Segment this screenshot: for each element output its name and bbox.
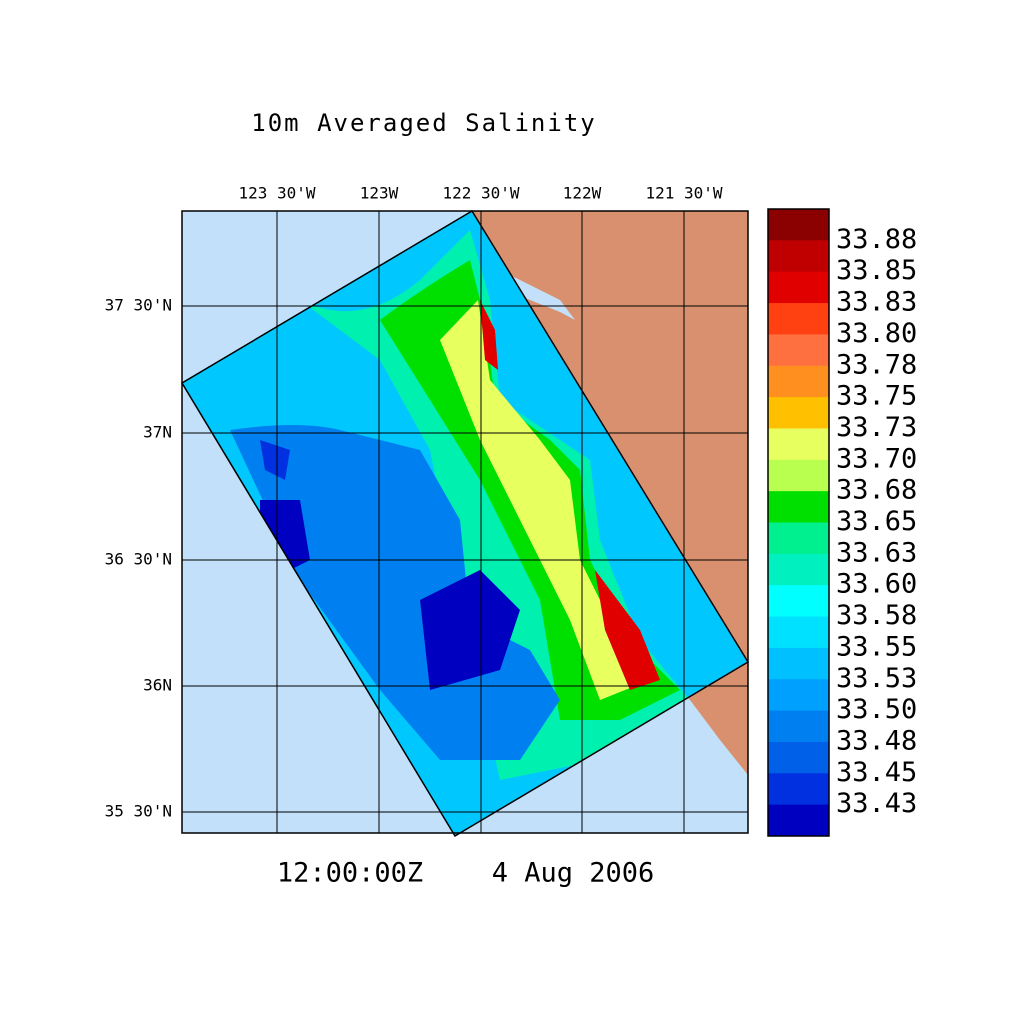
colorbar-swatch [768, 710, 829, 743]
colorbar-swatch [768, 741, 829, 774]
colorbar-swatch [768, 271, 829, 304]
colorbar-label: 33.83 [836, 287, 917, 318]
longitude-label: 122 30'W [442, 184, 519, 203]
colorbar-label: 33.63 [836, 537, 917, 568]
longitude-label: 123W [360, 184, 399, 203]
title: 10m Averaged Salinity [251, 109, 596, 137]
longitude-label: 122W [563, 184, 602, 203]
colorbar-swatch [768, 804, 829, 837]
colorbar-label: 33.80 [836, 318, 917, 349]
colorbar-label: 33.65 [836, 506, 917, 537]
latitude-label: 35 30'N [105, 802, 172, 821]
colorbar-label: 33.60 [836, 569, 917, 600]
colorbar-swatch [768, 553, 829, 586]
colorbar-swatch [768, 459, 829, 492]
colorbar-label: 33.55 [836, 631, 917, 662]
latitude-label: 36N [143, 676, 172, 695]
colorbar-label: 33.50 [836, 694, 917, 725]
colorbar-swatch [768, 303, 829, 335]
colorbar-swatch [768, 365, 829, 398]
colorbar-label: 33.70 [836, 443, 917, 474]
colorbar-swatch [768, 522, 829, 555]
colorbar-label: 33.88 [836, 224, 917, 255]
colorbar-frame [767, 208, 830, 837]
colorbar-swatch [768, 616, 829, 649]
latitude-label: 37N [143, 423, 172, 442]
time: 12:00:00Z [277, 858, 423, 889]
date: 4 Aug 2006 [492, 858, 655, 889]
colorbar-swatch [768, 397, 829, 429]
colorbar-label: 33.75 [836, 381, 917, 412]
colorbar-swatch [768, 334, 829, 367]
colorbar-swatch [768, 491, 829, 523]
colorbar-label: 33.48 [836, 725, 917, 756]
colorbar-label: 33.43 [836, 788, 917, 819]
longitude-label: 121 30'W [645, 184, 722, 203]
longitude-label: 123 30'W [238, 184, 315, 203]
colorbar: 33.8833.8533.8333.8033.7833.7533.7333.70… [767, 208, 917, 837]
colorbar-swatch [768, 240, 829, 273]
colorbar-swatch [768, 647, 829, 680]
colorbar-label: 33.73 [836, 412, 917, 443]
map-frame [181, 210, 749, 834]
domain-outline [180, 209, 750, 838]
map [180, 209, 750, 838]
colorbar-label: 33.58 [836, 600, 917, 631]
colorbar-label: 33.68 [836, 475, 917, 506]
colorbar-label: 33.53 [836, 663, 917, 694]
colorbar-swatch [768, 428, 829, 461]
colorbar-label: 33.45 [836, 757, 917, 788]
latitude-label: 37 30'N [105, 296, 172, 315]
colorbar-swatch [768, 585, 829, 618]
colorbar-label: 33.78 [836, 349, 917, 380]
latitude-label: 36 30'N [105, 550, 172, 569]
colorbar-swatch [768, 773, 829, 806]
colorbar-swatch [768, 679, 829, 712]
colorbar-swatch [768, 209, 829, 241]
colorbar-label: 33.85 [836, 255, 917, 286]
bay [500, 270, 575, 320]
